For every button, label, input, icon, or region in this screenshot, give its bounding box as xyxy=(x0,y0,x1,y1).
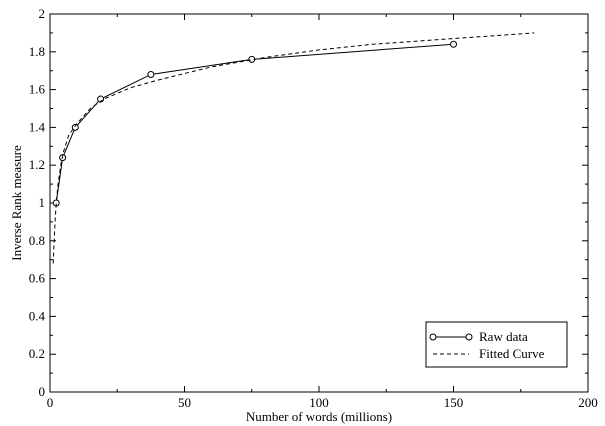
raw-data-line xyxy=(55,43,454,204)
legend-label: Raw data xyxy=(479,329,528,344)
legend-marker xyxy=(465,333,473,341)
legend-label: Fitted Curve xyxy=(479,346,545,361)
legend-box xyxy=(425,321,568,368)
y-axis-label: Inverse Rank measure xyxy=(9,145,24,261)
axis-ticks: 0 50 100 150 200 0 0.2 0.4 0.6 0.8 1 1.2 1.4 1.6 1.8 2 xyxy=(29,6,598,410)
raw-data-point xyxy=(450,40,457,48)
x-axis-label: Number of words (millions) xyxy=(246,409,392,424)
y-tick-label: 1.6 xyxy=(29,82,46,97)
legend: Raw data Fitted Curve xyxy=(425,321,568,368)
y-tick-label: 2 xyxy=(39,6,46,21)
x-tick-label: 50 xyxy=(178,395,191,410)
y-tick-label: 0.6 xyxy=(29,271,46,286)
x-tick-label: 100 xyxy=(309,395,329,410)
x-tick-label: 150 xyxy=(444,395,464,410)
y-tick-label: 1 xyxy=(39,195,46,210)
y-tick-label: 1.4 xyxy=(29,119,46,134)
series-layer xyxy=(52,32,535,264)
y-tick-label: 0.2 xyxy=(29,346,45,361)
fitted-curve-line xyxy=(52,32,535,264)
legend-marker xyxy=(429,333,437,341)
y-tick-label: 1.8 xyxy=(29,44,45,59)
y-tick-label: 0 xyxy=(39,384,46,399)
x-tick-label: 200 xyxy=(578,395,598,410)
y-tick-label: 0.4 xyxy=(29,308,46,323)
y-tick-label: 0.8 xyxy=(29,233,45,248)
raw-data-point xyxy=(71,123,79,131)
x-tick-label: 0 xyxy=(47,395,54,410)
y-tick-label: 1.2 xyxy=(29,157,45,172)
raw-data-point xyxy=(147,70,155,78)
